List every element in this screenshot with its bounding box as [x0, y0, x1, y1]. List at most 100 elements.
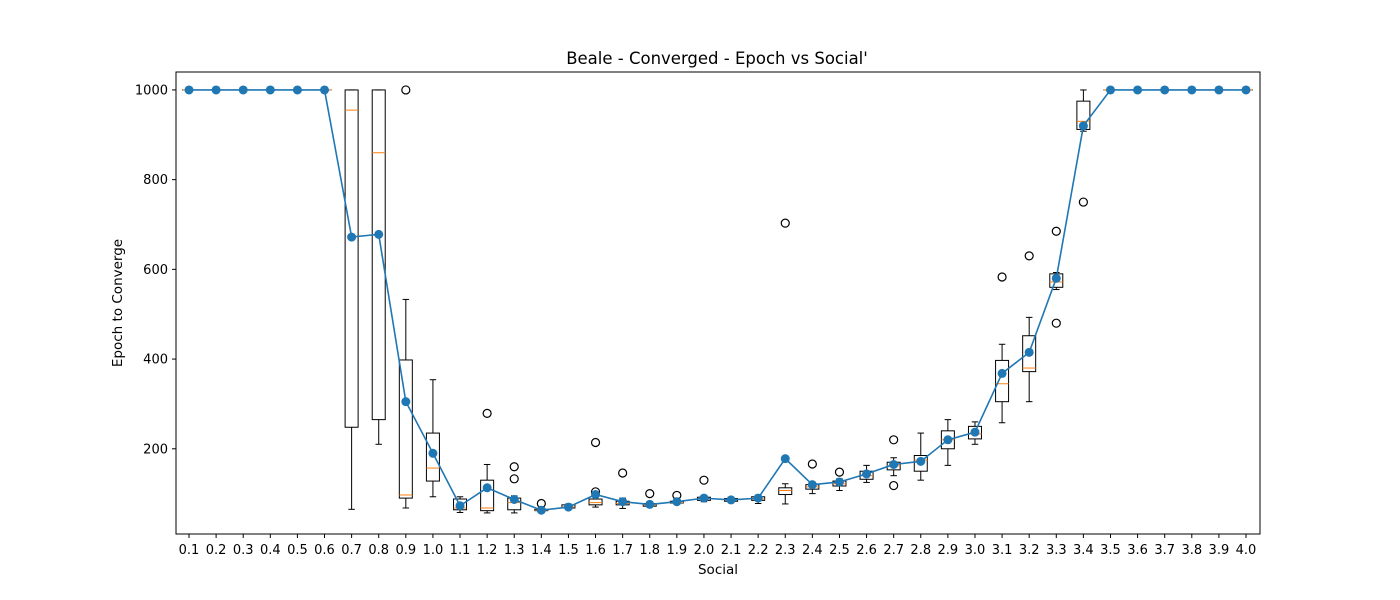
x-tick-label: 2.8	[910, 543, 931, 558]
x-tick-label: 3.3	[1046, 543, 1067, 558]
mean-point	[780, 454, 790, 464]
outlier-point	[1051, 226, 1061, 236]
y-tick-label: 600	[143, 263, 168, 278]
mean-point	[1187, 85, 1197, 95]
x-tick-label: 3.8	[1181, 543, 1202, 558]
box-iqr	[778, 487, 793, 496]
box-iqr	[344, 89, 359, 428]
box-iqr	[588, 498, 603, 506]
mean-point	[401, 397, 411, 407]
plot-frame	[175, 71, 1261, 535]
mean-point	[211, 85, 221, 95]
x-tick-label: 2.6	[856, 543, 877, 558]
x-tick-label: 1.5	[558, 543, 579, 558]
box-iqr	[967, 425, 982, 440]
x-tick-label: 1.0	[423, 543, 444, 558]
x-tick-label: 0.8	[368, 543, 389, 558]
mean-point	[320, 85, 330, 95]
mean-point	[672, 497, 682, 507]
mean-series-line	[189, 89, 1246, 512]
outlier-point	[1051, 318, 1061, 328]
x-tick-label: 0.9	[395, 543, 416, 558]
x-tick-label: 2.5	[829, 543, 850, 558]
x-tick-label: 0.1	[179, 543, 200, 558]
x-tick-label: 2.2	[748, 543, 769, 558]
mean-point	[563, 502, 573, 512]
box-plot-3.2	[1022, 251, 1037, 403]
box-plot-0.7	[344, 89, 359, 510]
y-axis: 200 400 600 800 1000	[135, 83, 176, 457]
mean-point	[184, 85, 194, 95]
outlier-point	[509, 462, 519, 472]
chart-title: Beale - Converged - Epoch vs Social'	[566, 49, 868, 68]
mean-point	[970, 427, 980, 437]
y-tick-label: 400	[143, 353, 168, 368]
y-tick-label: 800	[143, 173, 168, 188]
mean-point	[699, 493, 709, 503]
x-tick-label: 2.7	[883, 543, 904, 558]
x-tick-label: 0.3	[233, 543, 254, 558]
x-tick-label: 2.1	[721, 543, 742, 558]
x-tick-label: 2.0	[694, 543, 715, 558]
outlier-point	[590, 437, 601, 448]
x-tick-label: 3.0	[965, 543, 986, 558]
x-tick-label: 0.4	[260, 543, 281, 558]
x-axis-title: Social	[698, 562, 738, 578]
x-tick-label: 1.2	[477, 543, 498, 558]
mean-point	[889, 459, 899, 469]
x-tick-label: 0.2	[206, 543, 227, 558]
x-tick-label: 1.8	[639, 543, 660, 558]
y-tick-label: 200	[143, 442, 168, 457]
outlier-point	[807, 459, 817, 469]
mean-point	[645, 499, 655, 509]
box-plot-1.2	[480, 408, 495, 514]
box-iqr	[480, 479, 495, 512]
box-iqr	[995, 359, 1010, 403]
outlier-point	[482, 408, 492, 418]
box-plot-2.8	[913, 432, 928, 481]
y-tick-label: 1000	[135, 83, 168, 98]
x-tick-label: 3.1	[992, 543, 1013, 558]
x-tick-label: 1.9	[667, 543, 688, 558]
x-tick-label: 0.6	[314, 543, 335, 558]
x-tick-label: 3.5	[1100, 543, 1121, 558]
x-tick-label: 0.5	[287, 543, 308, 558]
mean-point	[997, 368, 1007, 378]
x-tick-label: 3.2	[1019, 543, 1040, 558]
outlier-point	[889, 435, 899, 445]
box-plot-1.3	[507, 462, 522, 514]
outlier-point	[401, 85, 411, 95]
outlier-point	[997, 272, 1007, 282]
x-tick-label: 1.1	[450, 543, 471, 558]
x-tick-label: 4.0	[1236, 543, 1257, 558]
mean-point	[916, 456, 926, 466]
box-iqr	[913, 455, 928, 472]
x-axis: 0.1 0.2 0.3 0.4 0.5 0.6 0.7 0.8 0.9 1.0 1.1 1.2 1.3 1…	[179, 534, 1257, 558]
mean-point	[265, 85, 275, 95]
mean-point	[1078, 121, 1088, 131]
mean-point	[1105, 85, 1115, 95]
mean-point	[292, 85, 302, 95]
mean-point	[807, 480, 817, 490]
mean-point	[482, 483, 492, 493]
box-iqr	[371, 89, 386, 421]
mean-point	[509, 494, 519, 504]
plot-content	[182, 85, 1253, 515]
mean-point	[618, 497, 628, 507]
x-tick-label: 2.3	[775, 543, 796, 558]
box-iqr	[1022, 335, 1037, 373]
outlier-point	[889, 480, 899, 491]
box-plot-0.8	[371, 89, 386, 445]
x-tick-label: 2.4	[802, 543, 823, 558]
mean-point	[536, 505, 546, 515]
box-plot-3.1	[995, 272, 1010, 424]
mean-point	[591, 490, 601, 500]
mean-point	[347, 232, 357, 242]
box-plot-1.0	[425, 379, 440, 498]
box-plot-0.9	[398, 85, 413, 509]
outlier-point	[780, 218, 790, 228]
y-axis-title: Epoch to Converge	[110, 239, 126, 367]
mean-point	[428, 448, 438, 458]
